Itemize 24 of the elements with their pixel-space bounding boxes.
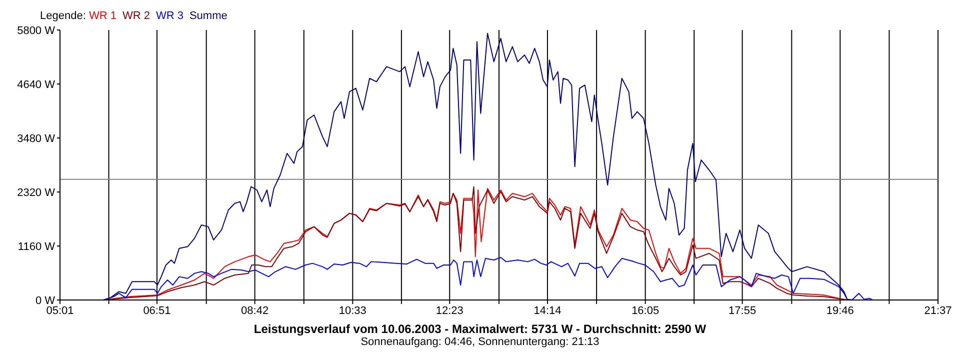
text: WR 3 <box>156 10 184 22</box>
y-tick-label: 5800 W <box>17 24 56 37</box>
text: WR 1 <box>88 10 116 22</box>
text: Sonnenaufgang: 04:46, Sonnenuntergang: 21:13 <box>360 336 600 348</box>
text: Summe <box>189 10 228 22</box>
y-tick-label: 0 W <box>35 294 56 307</box>
y-tick-label: 2320 W <box>17 186 56 199</box>
text: WR 2 <box>122 10 150 22</box>
y-tick-label: 3480 W <box>17 132 56 145</box>
x-tick-label: 06:51 <box>143 304 171 317</box>
legend-title: Legende: <box>40 10 87 22</box>
x-axis-title: Leistungsverlauf vom 10.06.2003 - Maximalwert: 5731 W - Durchschnitt: 2590 W <box>252 322 708 336</box>
x-tick-label: 05:01 <box>46 304 74 317</box>
x-tick-label: 16:05 <box>632 304 660 317</box>
x-tick-label: 17:55 <box>728 304 756 317</box>
x-tick-label: 08:42 <box>241 304 269 317</box>
x-tick-label: 14:14 <box>534 304 562 317</box>
x-tick-label: 19:46 <box>826 304 854 317</box>
y-tick-label: 4640 W <box>17 78 56 91</box>
y-tick-label: 1160 W <box>18 240 56 253</box>
x-tick-label: 12:23 <box>436 304 464 317</box>
x-tick-label: 21:37 <box>924 304 952 317</box>
line-series <box>103 32 852 300</box>
x-tick-label: 10:33 <box>338 304 366 317</box>
